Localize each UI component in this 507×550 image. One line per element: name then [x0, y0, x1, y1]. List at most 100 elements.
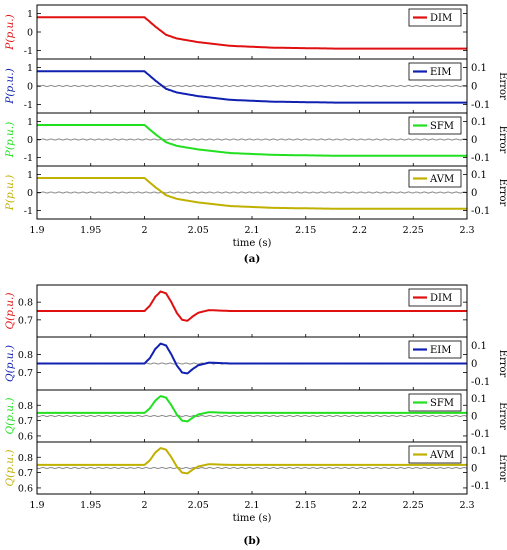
- x-tick-label: 2: [141, 500, 147, 511]
- series-line-dim: [37, 16, 467, 50]
- error-line: [36, 191, 468, 194]
- panel-avm: 1 0 -1 P(p.u.) 0.1 0 -0.1 Error AVM: [4, 165, 507, 220]
- y-tick-label: 0.6: [18, 483, 33, 494]
- x-tick-label: 2.25: [403, 225, 424, 236]
- legend-avm: AVM: [408, 445, 462, 464]
- error-tick-label: 0: [471, 188, 477, 199]
- series-line-eim: [37, 70, 467, 104]
- legend-box: [408, 169, 462, 188]
- panel-dim: 0.8 0.7Q(p.u.) DIM: [4, 284, 468, 338]
- error-tick-label: -0.1: [471, 481, 490, 492]
- y-tick-label: -1: [24, 153, 33, 164]
- y-axis-label: P(p.u.): [4, 68, 16, 104]
- error-axis-label: Error: [497, 126, 507, 154]
- series-line-sfm: [37, 395, 467, 423]
- y-tick-label: 1: [27, 170, 33, 181]
- x-tick-label: 1.9: [29, 500, 44, 511]
- error-line: [36, 138, 468, 141]
- panel-eim: 0.8 0.7Q(p.u.) 0.1 0 -0.1 Error EIM: [4, 336, 507, 391]
- x-axis-label: time (s): [233, 238, 272, 249]
- error-line: [36, 466, 468, 470]
- y-tick-label: 0.8: [18, 401, 33, 412]
- x-tick-label: 2.05: [188, 500, 209, 511]
- x-tick-label: 2.2: [352, 225, 367, 236]
- panel-eim: 1 0 -1 P(p.u.) 0.1 0 -0.1 Error EIM: [4, 58, 507, 114]
- series-line-avm: [37, 177, 467, 210]
- series-line-eim: [37, 342, 467, 375]
- y-tick-label: 1: [27, 9, 33, 20]
- legend-label: EIM: [430, 67, 452, 78]
- error-tick-label: 0: [471, 135, 477, 146]
- y-tick-label: -1: [24, 206, 33, 217]
- legend-box: [408, 393, 462, 412]
- legend-box: [408, 62, 462, 81]
- y-axis-label: Q(p.u.): [4, 398, 16, 435]
- figure-caption: (b): [243, 535, 260, 547]
- y-axis-label: P(p.u.): [4, 122, 16, 158]
- legend-box: [408, 288, 462, 307]
- series-line-dim: [37, 290, 467, 322]
- legend-label: EIM: [430, 345, 452, 356]
- legend-avm: AVM: [408, 169, 462, 188]
- y-tick-label: 0.8: [18, 350, 33, 361]
- legend-eim: EIM: [408, 340, 462, 359]
- error-tick-label: 0: [471, 82, 477, 93]
- error-tick-label: 0.1: [471, 170, 487, 181]
- y-tick-label: -1: [24, 100, 33, 111]
- error-tick-label: 0: [471, 359, 477, 370]
- y-axis-label: P(p.u.): [4, 14, 16, 50]
- y-tick-label: 0.7: [18, 368, 33, 379]
- x-tick-label: 1.95: [80, 225, 101, 236]
- x-tick-label: 2.3: [459, 500, 474, 511]
- y-tick-label: 0.6: [18, 431, 33, 442]
- series-line-avm: [37, 447, 467, 475]
- x-tick-label: 2.3: [459, 225, 474, 236]
- error-tick-label: 0: [471, 464, 477, 475]
- y-tick-label: 1: [27, 63, 33, 74]
- error-tick-label: 0.1: [471, 117, 487, 128]
- x-tick-label: 2.25: [403, 500, 424, 511]
- error-tick-label: -0.1: [471, 153, 490, 164]
- x-tick-label: 2.15: [295, 500, 316, 511]
- y-tick-label: 0: [27, 135, 33, 146]
- error-tick-label: -0.1: [471, 100, 490, 111]
- x-tick-label: 2.1: [244, 225, 259, 236]
- error-line: [36, 84, 468, 88]
- legend-label: SFM: [430, 398, 454, 409]
- legend-box: [408, 340, 462, 359]
- series-line-sfm: [37, 124, 467, 157]
- y-axis-label: Q(p.u.): [4, 293, 16, 330]
- figure-caption: (a): [244, 253, 261, 265]
- error-line: [36, 414, 468, 418]
- y-tick-label: 0: [27, 28, 33, 39]
- x-axis-label: time (s): [233, 513, 272, 524]
- legend-dim: DIM: [408, 288, 462, 307]
- panel-sfm: 1 0 -1 P(p.u.) 0.1 0 -0.1 Error SFM: [4, 112, 507, 167]
- panel-sfm: 0.8 0.7 0.6Q(p.u.) 0.1 0 -0.1 Error SFM: [4, 389, 507, 443]
- error-tick-label: -0.1: [471, 206, 490, 217]
- x-tick-label: 2.15: [295, 225, 316, 236]
- error-tick-label: 0.1: [471, 63, 487, 74]
- legend-sfm: SFM: [408, 393, 462, 412]
- panel-dim: 1 0 -1 P(p.u.) DIM: [4, 4, 468, 60]
- y-tick-label: 0.8: [18, 298, 33, 309]
- error-axis-label: Error: [497, 179, 507, 207]
- panel-frame: [36, 4, 468, 60]
- error-axis-label: Error: [497, 454, 507, 482]
- error-axis-label: Error: [497, 402, 507, 430]
- y-tick-label: 0: [27, 188, 33, 199]
- x-tick-label: 2.05: [188, 225, 209, 236]
- y-axis-label: Q(p.u.): [4, 450, 16, 487]
- legend-label: DIM: [430, 293, 452, 304]
- legend-label: AVM: [429, 174, 454, 185]
- legend-dim: DIM: [408, 8, 462, 27]
- y-axis-label: Q(p.u.): [4, 345, 16, 382]
- legend-box: [408, 8, 462, 27]
- x-tick-label: 1.9: [29, 225, 44, 236]
- chart-a: 1 0 -1 P(p.u.) DIM 1 0 -1 P(p.u.) 0.1 0 -0.1 Error EI…: [4, 4, 507, 265]
- error-tick-label: -0.1: [471, 429, 490, 440]
- x-tick-label: 2: [141, 225, 147, 236]
- legend-box: [408, 116, 462, 135]
